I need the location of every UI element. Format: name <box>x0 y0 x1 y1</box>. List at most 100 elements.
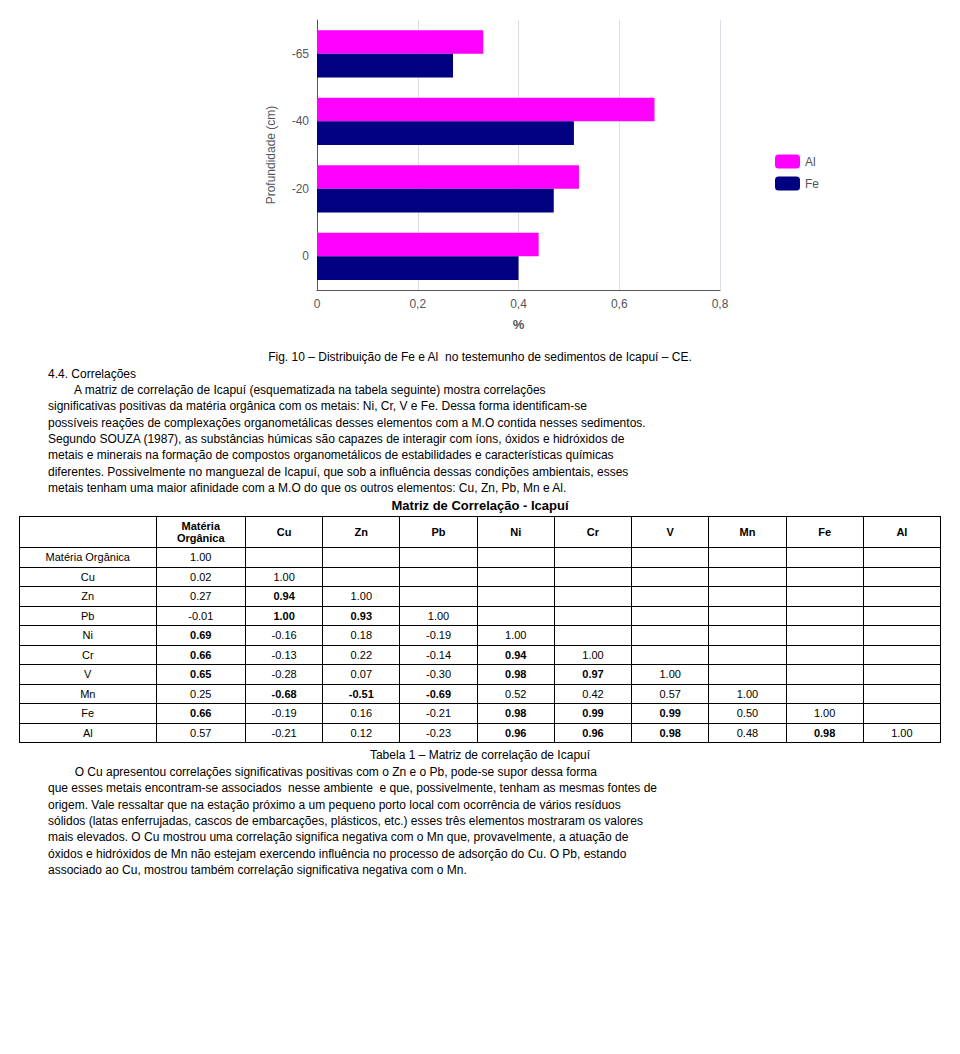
html-text:0.94: 0.94 <box>273 590 295 603</box>
html-text:0.18: 0.18 <box>350 629 372 642</box>
html-text:Matéria Orgânica: Matéria Orgânica <box>45 551 130 564</box>
html-text:1.00: 1.00 <box>582 648 604 661</box>
html-text:-0.30: -0.30 <box>426 668 452 681</box>
html-text:-0.19: -0.19 <box>271 707 297 720</box>
html-text:Ni: Ni <box>510 526 522 538</box>
html-text:-0.21: -0.21 <box>426 707 452 720</box>
html-text:-0.19: -0.19 <box>426 629 452 642</box>
html-text:0.66: 0.66 <box>190 707 212 720</box>
html-text:associado ao Cu, mostrou també: associado ao Cu, mostrou também correlaç… <box>48 862 467 877</box>
html-text:Cr: Cr <box>586 526 600 538</box>
html-text:metais e minerais na formação: metais e minerais na formação de compost… <box>48 448 614 463</box>
html-text:origem. Vale ressaltar que na: origem. Vale ressaltar que na estação pr… <box>48 797 621 812</box>
html-text:0.02: 0.02 <box>190 570 212 583</box>
html-text:4.4. Correlações: 4.4. Correlações <box>48 367 136 381</box>
html-text:O Cu apresentou correlações si: O Cu apresentou correlações significativ… <box>48 765 597 779</box>
html-text:A matriz de correlação de Icap: A matriz de correlação de Icapuí (esquem… <box>48 383 546 397</box>
svg-text:-40: -40 <box>292 114 310 128</box>
html-text:-0.23: -0.23 <box>426 726 452 739</box>
html-text:0.57: 0.57 <box>190 726 212 739</box>
html-text:0.93: 0.93 <box>350 609 372 622</box>
html-text:Segundo SOUZA (1987), as subst: Segundo SOUZA (1987), as substâncias húm… <box>48 431 625 446</box>
html-text:0.66: 0.66 <box>190 648 212 661</box>
html-text:-0.13: -0.13 <box>271 648 297 661</box>
html-text:0.48: 0.48 <box>736 726 759 739</box>
svg-text:0: 0 <box>302 249 309 263</box>
html-text:0.98: 0.98 <box>505 668 527 681</box>
svg-text:%: % <box>513 317 525 332</box>
html-text:-0.51: -0.51 <box>348 687 374 700</box>
html-text:-0.69: -0.69 <box>426 687 452 700</box>
html-text:0.50: 0.50 <box>736 707 759 720</box>
html-text:Matriz de Correlação - Icapuí: Matriz de Correlação - Icapuí <box>391 498 569 513</box>
html-text:1.00: 1.00 <box>891 726 913 739</box>
html-text:1.00: 1.00 <box>273 609 295 622</box>
html-text:1.00: 1.00 <box>350 590 372 603</box>
html-text:Zn: Zn <box>354 526 368 538</box>
html-text:0.99: 0.99 <box>582 707 604 720</box>
html-text:0.69: 0.69 <box>190 629 212 642</box>
html-text:0.96: 0.96 <box>582 726 604 739</box>
svg-text:0,4: 0,4 <box>510 297 527 311</box>
svg-text:Fe: Fe <box>805 177 819 191</box>
html-text:Pb: Pb <box>81 609 95 622</box>
html-text:Pb: Pb <box>431 526 446 538</box>
html-text:0.07: 0.07 <box>350 668 372 681</box>
html-text:1.00: 1.00 <box>736 687 759 700</box>
html-text:1.00: 1.00 <box>813 707 836 720</box>
html-text:Cu: Cu <box>80 570 95 583</box>
html-text:Matéria Orgânica: Matéria Orgânica <box>176 520 225 544</box>
html-text:Fe: Fe <box>818 526 832 538</box>
html-text:que esses metais encontram-se: que esses metais encontram-se associados… <box>48 781 657 796</box>
svg-text:0,2: 0,2 <box>409 297 426 311</box>
html-text:0.12: 0.12 <box>350 726 372 739</box>
html-text:Cu: Cu <box>276 526 292 538</box>
html-text:0.52: 0.52 <box>505 687 527 700</box>
svg-text:-20: -20 <box>292 182 310 196</box>
html-text:-0.16: -0.16 <box>271 629 297 642</box>
html-text:0.94: 0.94 <box>505 648 527 661</box>
html-text:0.98: 0.98 <box>813 726 836 739</box>
html-text:1.00: 1.00 <box>505 629 527 642</box>
html-text:Mn: Mn <box>739 526 756 538</box>
html-text:0.22: 0.22 <box>350 648 372 661</box>
html-text:1.00: 1.00 <box>659 668 681 681</box>
html-text:0.25: 0.25 <box>190 687 212 700</box>
html-text:0.98: 0.98 <box>659 726 681 739</box>
html-text:0.96: 0.96 <box>505 726 527 739</box>
html-text:0.97: 0.97 <box>582 668 604 681</box>
html-text:Mn: Mn <box>80 687 96 700</box>
html-text:1.00: 1.00 <box>190 551 212 564</box>
html-text:0.27: 0.27 <box>190 590 212 603</box>
html-text:0.98: 0.98 <box>505 707 527 720</box>
html-text:-0.21: -0.21 <box>271 726 297 739</box>
html-text:1.00: 1.00 <box>427 609 450 622</box>
html-text:Zn: Zn <box>81 590 95 603</box>
html-text:-0.68: -0.68 <box>271 687 297 700</box>
html-text:óxidos e hidróxidos de Mn não: óxidos e hidróxidos de Mn não estejam ex… <box>48 846 627 861</box>
html-text:0.42: 0.42 <box>582 687 604 700</box>
html-text:0.57: 0.57 <box>659 687 681 700</box>
html-text:diferentes. Possivelmente no m: diferentes. Possivelmente no manguezal d… <box>48 464 629 479</box>
html-text:-0.14: -0.14 <box>426 648 452 661</box>
svg-text:Profundidade (cm): Profundidade (cm) <box>264 106 278 205</box>
html-text:-0.28: -0.28 <box>271 668 297 681</box>
svg-text:0,6: 0,6 <box>611 297 628 311</box>
svg-text:0,8: 0,8 <box>712 297 729 311</box>
html-text:mais elevados. O Cu mostrou um: mais elevados. O Cu mostrou uma correlaç… <box>48 830 629 845</box>
html-text:metais tenham uma maior afinid: metais tenham uma maior afinidade com a … <box>48 480 567 495</box>
html-text:sólidos (latas enferrujadas, c: sólidos (latas enferrujadas, cascos de e… <box>48 813 643 828</box>
html-text:Fe: Fe <box>81 707 95 720</box>
svg-text:Al: Al <box>805 155 816 169</box>
html-text:1.00: 1.00 <box>273 570 295 583</box>
html-text:0.99: 0.99 <box>659 707 681 720</box>
html-text:-0.01: -0.01 <box>188 609 214 622</box>
html-text:significativas positivas da ma: significativas positivas da matéria orgâ… <box>48 399 587 414</box>
html-text:0.16: 0.16 <box>350 707 372 720</box>
html-text:Fig. 10 – Distribuição de Fe e: Fig. 10 – Distribuição de Fe e Al no tes… <box>268 350 692 364</box>
html-text:0.65: 0.65 <box>190 668 212 681</box>
html-text:Tabela 1 – Matriz de correlaçã: Tabela 1 – Matriz de correlação de Icapu… <box>369 748 591 762</box>
html-text:possíveis reações de complexaç: possíveis reações de complexações organo… <box>48 415 646 430</box>
svg-text:-65: -65 <box>292 47 310 61</box>
svg-text:0: 0 <box>314 297 321 311</box>
